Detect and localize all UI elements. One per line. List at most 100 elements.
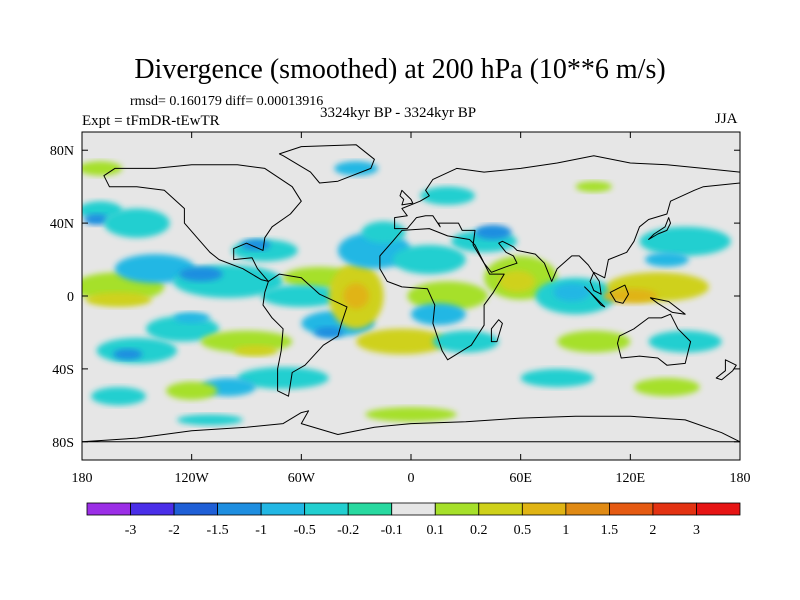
field-patch bbox=[648, 330, 722, 353]
field-patch bbox=[644, 252, 689, 267]
season-label: JJA bbox=[715, 111, 738, 127]
coastline-australia bbox=[617, 313, 692, 366]
colorbar-label: 3 bbox=[693, 523, 700, 538]
colorbar-label: 1.5 bbox=[601, 523, 619, 538]
colorbar-swatch bbox=[478, 502, 523, 516]
coastline-borneo bbox=[609, 284, 629, 304]
field-patch bbox=[83, 214, 110, 225]
coastline-eurasia bbox=[394, 155, 740, 295]
colorbar-label: -1 bbox=[255, 523, 267, 538]
field-patch bbox=[91, 387, 146, 406]
field-patch bbox=[356, 328, 448, 355]
field-patch bbox=[114, 254, 196, 284]
field-patch bbox=[557, 330, 631, 353]
coastline-japan bbox=[648, 217, 671, 240]
colorbar-swatch bbox=[130, 502, 175, 516]
field-patch bbox=[113, 348, 143, 360]
colorbar-swatch bbox=[565, 502, 610, 516]
x-tick-label: 180 bbox=[730, 471, 751, 486]
coastline-africa bbox=[379, 228, 505, 361]
field-patch bbox=[241, 239, 271, 251]
colorbar-label: -1.5 bbox=[207, 523, 229, 538]
colorbar-label: 0.5 bbox=[514, 523, 532, 538]
coastline-new-zealand bbox=[715, 359, 737, 381]
field-patch bbox=[602, 288, 658, 304]
field-patch bbox=[432, 330, 499, 353]
field-patch bbox=[575, 181, 613, 193]
x-tick-label: 60W bbox=[288, 471, 316, 486]
colorbar-swatch bbox=[391, 502, 436, 516]
field-patch bbox=[178, 266, 223, 282]
field-patch bbox=[411, 303, 466, 326]
colorbar-swatch bbox=[521, 502, 567, 516]
field-patch bbox=[474, 224, 512, 240]
coastline-new-guinea bbox=[649, 297, 686, 315]
field-patch bbox=[343, 283, 369, 309]
colorbar-swatch bbox=[86, 502, 131, 516]
y-tick-label: 0 bbox=[67, 290, 74, 305]
field-patch bbox=[85, 292, 152, 307]
coastline-north-america bbox=[103, 164, 302, 282]
field-patch bbox=[520, 368, 594, 388]
experiment-label: Expt = tFmDR-tEwTR bbox=[82, 113, 220, 129]
coastline-south-america bbox=[262, 273, 348, 397]
colorbar-swatch bbox=[347, 502, 393, 516]
colorbar-label: -0.1 bbox=[381, 523, 403, 538]
colorbar-label: 0.2 bbox=[470, 523, 488, 538]
field-patch bbox=[82, 161, 123, 176]
field-patch bbox=[498, 270, 536, 293]
y-tick-label: 80N bbox=[50, 144, 74, 159]
field-patch bbox=[103, 208, 170, 238]
coastlines bbox=[82, 144, 740, 443]
field-patch bbox=[166, 381, 218, 400]
colorbar-swatch bbox=[696, 502, 741, 516]
period-label: 3324kyr BP - 3324kyr BP bbox=[320, 105, 477, 121]
colorbar-swatch bbox=[434, 502, 480, 516]
field-patch bbox=[633, 378, 700, 397]
colorbar-label: -3 bbox=[125, 523, 137, 538]
x-tick-label: 60E bbox=[509, 471, 532, 486]
colorbar-label: -0.5 bbox=[294, 523, 316, 538]
coastline-antarctica bbox=[82, 410, 740, 443]
colorbar-swatch bbox=[304, 502, 349, 516]
field-patch bbox=[173, 312, 210, 324]
field-patch bbox=[361, 221, 406, 244]
y-tick-label: 80S bbox=[52, 436, 74, 451]
field-patch bbox=[420, 186, 475, 205]
colorbar-label: 2 bbox=[649, 523, 656, 538]
y-tick-label: 40N bbox=[50, 217, 74, 232]
colorbar-label: 1 bbox=[562, 523, 569, 538]
field-patch bbox=[261, 285, 342, 307]
coastline-greenland bbox=[278, 144, 375, 184]
colorbar-swatch bbox=[609, 502, 654, 516]
field-patch bbox=[334, 161, 379, 176]
coastline-sumatra bbox=[584, 286, 606, 308]
field-patch bbox=[365, 407, 457, 422]
field-patch bbox=[233, 345, 278, 357]
field-patch bbox=[314, 326, 344, 338]
x-tick-label: 120E bbox=[616, 471, 646, 486]
x-tick-label: 0 bbox=[408, 471, 415, 486]
divergence-field bbox=[82, 161, 731, 426]
field-patch bbox=[177, 414, 243, 426]
colorbar-label: -2 bbox=[168, 523, 180, 538]
colorbar-label: -0.2 bbox=[337, 523, 359, 538]
field-patch bbox=[553, 283, 591, 302]
x-tick-label: 180 bbox=[72, 471, 93, 486]
field-patch bbox=[237, 367, 329, 389]
coastline-great-britain bbox=[399, 189, 414, 206]
field-patch bbox=[639, 226, 731, 256]
field-patch bbox=[392, 244, 466, 275]
map-axes: 180 120W 60W 0 60E 120E 180 80N 40N 0 40S 80S bbox=[50, 132, 751, 486]
stats-text: rmsd= 0.160179 diff= 0.00013916 bbox=[130, 94, 324, 109]
colorbar-swatch bbox=[652, 502, 697, 516]
x-tick-label: 120W bbox=[175, 471, 210, 486]
colorbar: -3 -2 -1.5 -1 -0.5 -0.2 -0.1 0.1 0.2 0.5 1 1.5 2 3 bbox=[86, 502, 741, 538]
coastline-madagascar bbox=[490, 319, 503, 343]
colorbar-swatch bbox=[217, 502, 262, 516]
colorbar-swatch bbox=[173, 502, 218, 516]
colorbar-swatch bbox=[260, 502, 306, 516]
plot-title: Divergence (smoothed) at 200 hPa (10**6 … bbox=[134, 54, 666, 85]
y-tick-label: 40S bbox=[52, 363, 74, 378]
colorbar-label: 0.1 bbox=[427, 523, 445, 538]
